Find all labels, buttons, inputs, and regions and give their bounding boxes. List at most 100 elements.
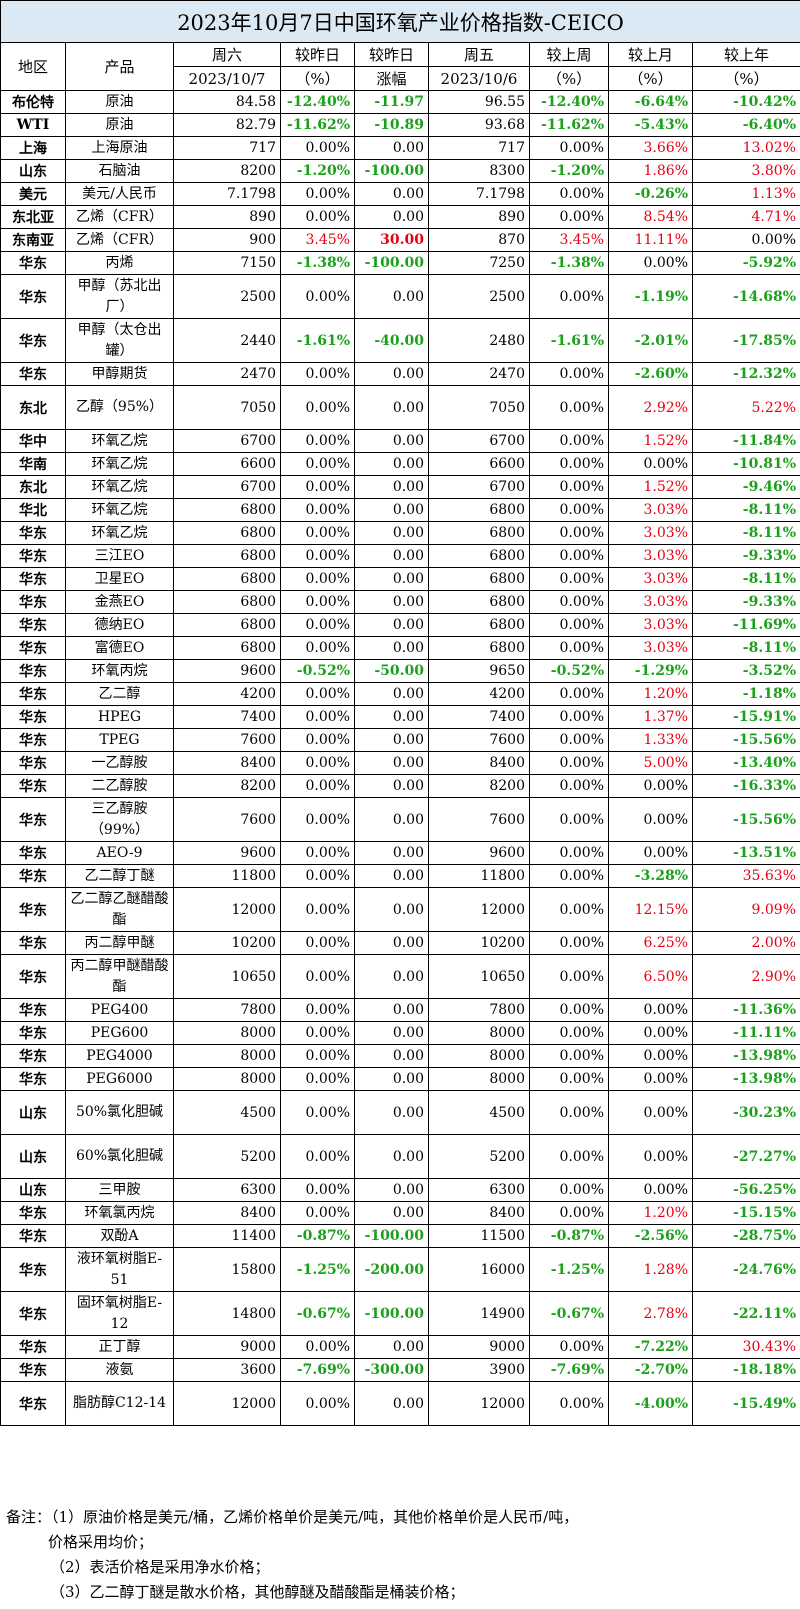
daily-change-pct-cell: 0.00% (280, 136, 355, 160)
product-cell: 环氧丙烷 (65, 659, 174, 683)
region-cell: WTI (0, 113, 66, 137)
region-cell: 华东 (0, 274, 66, 319)
monthly-change-cell: 0.00% (608, 1044, 693, 1068)
region-cell: 东南亚 (0, 228, 66, 252)
weekly-change-cell: 0.00% (529, 590, 609, 614)
weekly-change-cell: 0.00% (529, 728, 609, 752)
daily-change-amt-cell: 0.00 (354, 475, 429, 499)
monthly-change-cell: -5.43% (608, 113, 693, 137)
weekly-change-cell: 0.00% (529, 998, 609, 1022)
monthly-change-cell: -2.01% (608, 318, 693, 363)
daily-change-pct-cell: 0.00% (280, 998, 355, 1022)
yearly-change-cell: -13.98% (692, 1067, 800, 1091)
yearly-change-cell: -11.36% (692, 998, 800, 1022)
daily-change-amt-cell: 0.00 (354, 1090, 429, 1135)
friday-price-cell: 4500 (428, 1090, 530, 1135)
region-cell: 布伦特 (0, 90, 66, 114)
yearly-change-cell: -15.49% (692, 1381, 800, 1426)
friday-price-cell: 2480 (428, 318, 530, 363)
daily-change-pct-cell: 0.00% (280, 452, 355, 476)
product-cell: 甲醇（太仓出罐） (65, 318, 174, 363)
product-cell: 三乙醇胺（99%） (65, 797, 174, 842)
monthly-change-cell: 3.03% (608, 498, 693, 522)
daily-change-amt-cell: 0.00 (354, 362, 429, 386)
table-row: 华东 甲醇期货 2470 0.00% 0.00 2470 0.00% -2.60% -12.32… (0, 362, 800, 386)
daily-change-pct-cell: 3.45% (280, 228, 355, 252)
header-vs-week-unit: （%） (529, 66, 609, 91)
region-cell: 华东 (0, 567, 66, 591)
monthly-change-cell: 5.00% (608, 751, 693, 775)
monthly-change-cell: 1.33% (608, 728, 693, 752)
region-cell: 华东 (0, 931, 66, 955)
saturday-price-cell: 11400 (173, 1224, 281, 1248)
region-cell: 华东 (0, 751, 66, 775)
product-cell: PEG600 (65, 1021, 174, 1045)
yearly-change-cell: -8.11% (692, 567, 800, 591)
header-vs-yesterday-pct: 较昨日 (280, 42, 355, 67)
saturday-price-cell: 8400 (173, 1201, 281, 1225)
yearly-change-cell: -5.92% (692, 251, 800, 275)
table-row: 华东 双酚A 11400 -0.87% -100.00 11500 -0.87% -2.56%… (0, 1224, 800, 1248)
daily-change-amt-cell: -10.89 (354, 113, 429, 137)
region-cell: 华东 (0, 1201, 66, 1225)
weekly-change-cell: 0.00% (529, 864, 609, 888)
monthly-change-cell: 3.03% (608, 521, 693, 545)
table-row: 华东 乙二醇 4200 0.00% 0.00 4200 0.00% 1.20% -1.18% (0, 682, 800, 706)
region-cell: 上海 (0, 136, 66, 160)
saturday-price-cell: 9600 (173, 841, 281, 865)
saturday-price-cell: 2470 (173, 362, 281, 386)
region-cell: 华东 (0, 864, 66, 888)
saturday-price-cell: 6800 (173, 613, 281, 637)
weekly-change-cell: 0.00% (529, 521, 609, 545)
daily-change-pct-cell: -0.87% (280, 1224, 355, 1248)
weekly-change-cell: -12.40% (529, 90, 609, 114)
friday-price-cell: 9600 (428, 841, 530, 865)
header-region: 地区 (0, 42, 66, 91)
table-row: 华东 液环氧树脂E-51 15800 -1.25% -200.00 16000 -1.25%… (0, 1247, 800, 1292)
product-cell: AEO-9 (65, 841, 174, 865)
friday-price-cell: 6700 (428, 429, 530, 453)
header-vs-yesterday-amt: 较昨日 (354, 42, 429, 67)
daily-change-amt-cell: -50.00 (354, 659, 429, 683)
friday-price-cell: 6300 (428, 1178, 530, 1202)
notes: 备注：（1）原油价格是美元/桶，乙烯价格单价是美元/吨，其他价格单价是人民币/吨… (6, 1505, 796, 1605)
region-cell: 华东 (0, 682, 66, 706)
product-cell: 环氧氯丙烷 (65, 1201, 174, 1225)
friday-price-cell: 7600 (428, 728, 530, 752)
yearly-change-cell: 13.02% (692, 136, 800, 160)
daily-change-amt-cell: 0.00 (354, 998, 429, 1022)
weekly-change-cell: 0.00% (529, 182, 609, 206)
product-cell: 乙二醇 (65, 682, 174, 706)
monthly-change-cell: 1.20% (608, 1201, 693, 1225)
friday-price-cell: 6800 (428, 636, 530, 660)
region-cell: 华东 (0, 841, 66, 865)
daily-change-pct-cell: 0.00% (280, 887, 355, 932)
yearly-change-cell: -10.42% (692, 90, 800, 114)
region-cell: 华东 (0, 251, 66, 275)
monthly-change-cell: 1.28% (608, 1247, 693, 1292)
weekly-change-cell: -1.61% (529, 318, 609, 363)
friday-price-cell: 93.68 (428, 113, 530, 137)
saturday-price-cell: 8000 (173, 1044, 281, 1068)
price-index-table: 2023年10月7日中国环氧产业价格指数-CEICO 地区 产品 周六 较昨日 … (0, 0, 800, 1426)
weekly-change-cell: 0.00% (529, 954, 609, 999)
region-cell: 东北 (0, 475, 66, 499)
daily-change-amt-cell: 0.00 (354, 205, 429, 229)
saturday-price-cell: 7600 (173, 728, 281, 752)
note-line-2: 价格采用均价； (48, 1533, 154, 1551)
yearly-change-cell: -11.69% (692, 613, 800, 637)
saturday-price-cell: 4200 (173, 682, 281, 706)
monthly-change-cell: 3.03% (608, 544, 693, 568)
yearly-change-cell: -15.56% (692, 797, 800, 842)
friday-price-cell: 16000 (428, 1247, 530, 1292)
region-cell: 华东 (0, 659, 66, 683)
daily-change-pct-cell: 0.00% (280, 1044, 355, 1068)
weekly-change-cell: 0.00% (529, 274, 609, 319)
friday-price-cell: 8000 (428, 1021, 530, 1045)
friday-price-cell: 2500 (428, 274, 530, 319)
daily-change-pct-cell: -1.38% (280, 251, 355, 275)
region-cell: 华东 (0, 318, 66, 363)
yearly-change-cell: 35.63% (692, 864, 800, 888)
product-cell: 乙二醇乙醚醋酸酯 (65, 887, 174, 932)
daily-change-pct-cell: -1.20% (280, 159, 355, 183)
